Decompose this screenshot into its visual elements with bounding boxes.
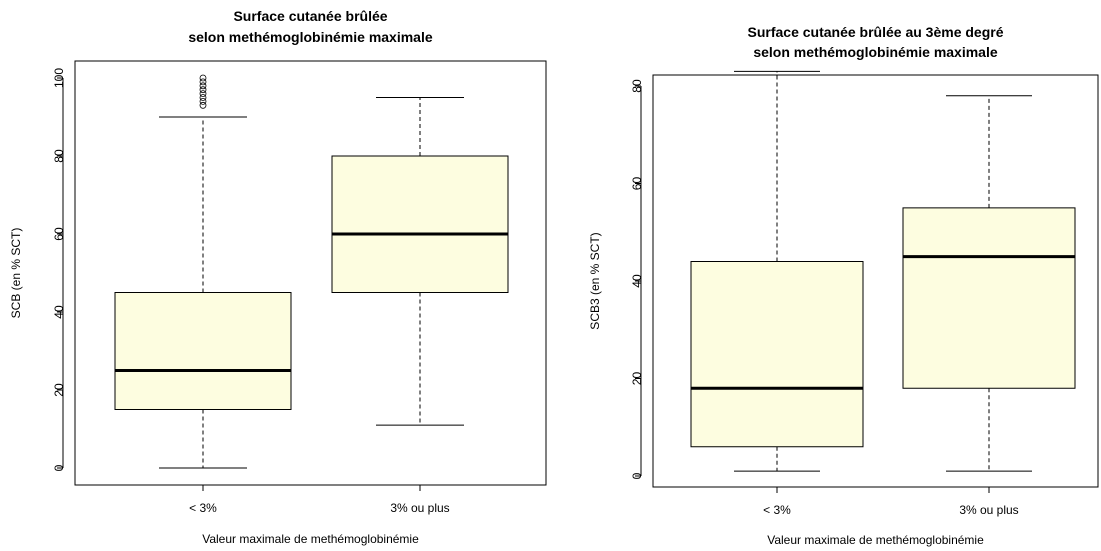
box-1 [690, 70, 864, 472]
outlier-point [199, 86, 207, 94]
x-tick-label: < 3% [763, 503, 791, 517]
box-iqr [690, 261, 864, 448]
box-iqr [331, 155, 509, 293]
chart-title: Surface cutanée brûlée au 3ème degré selo… [748, 24, 1004, 60]
outlier-point [199, 82, 207, 90]
y-tick-label: 60 [630, 177, 644, 191]
outlier-point [199, 98, 207, 105]
x-axis-label: Valeur maximale de methémoglobinémie [767, 533, 984, 547]
y-tick-label: 20 [52, 383, 66, 397]
box-iqr [902, 207, 1076, 389]
x-tick-label: < 3% [189, 501, 217, 515]
x-tick-label: 3% ou plus [959, 503, 1018, 517]
y-tick-label: 40 [52, 305, 66, 319]
box-2 [902, 95, 1076, 472]
outlier-point [199, 94, 207, 101]
y-tick-label: 40 [630, 274, 644, 288]
outlier-point [199, 101, 207, 109]
chart-title-line: selon methémoglobinémie maximale [753, 44, 998, 60]
y-tick-label: 0 [630, 472, 644, 479]
boxplot-panel-2: Surface cutanée brûlée au 3ème degré selo… [588, 24, 1099, 547]
y-tick-label: 20 [630, 372, 644, 386]
box-iqr [114, 292, 292, 410]
y-tick-label: 60 [52, 227, 66, 241]
box-2 [331, 97, 509, 426]
chart-title-line: selon methémoglobinémie maximale [188, 29, 433, 45]
y-axis-label: SCB (en % SCT) [9, 228, 23, 319]
y-axis-label: SCB3 (en % SCT) [588, 232, 602, 329]
y-tick-label: 80 [52, 149, 66, 163]
boxplot-panel-1: Surface cutanée brûlée selon methémoglobi… [9, 8, 547, 546]
chart-title-line: Surface cutanée brûlée [233, 8, 387, 24]
x-tick-label: 3% ou plus [390, 501, 449, 515]
outlier-point [199, 78, 207, 86]
chart-title: Surface cutanée brûlée selon methémoglobi… [188, 8, 433, 45]
outlier-point [199, 74, 207, 82]
y-tick-label: 100 [52, 68, 66, 88]
x-axis-label: Valeur maximale de methémoglobinémie [202, 532, 419, 546]
box-1 [114, 74, 292, 469]
y-tick-label: 0 [52, 464, 66, 471]
chart-title-line: Surface cutanée brûlée au 3ème degré [748, 24, 1004, 40]
y-tick-label: 80 [630, 79, 644, 93]
outlier-point [199, 90, 207, 97]
